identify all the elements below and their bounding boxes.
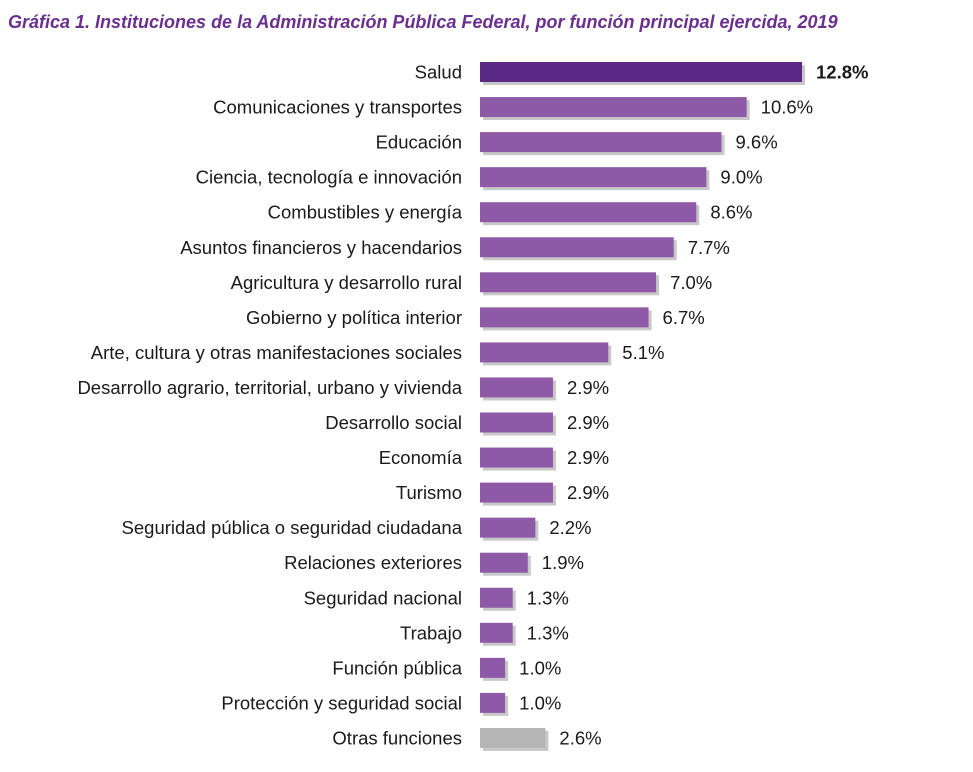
category-label: Comunicaciones y transportes (213, 97, 462, 118)
bar (480, 167, 706, 187)
bar (480, 342, 608, 362)
value-label: 12.8% (816, 62, 868, 83)
category-label: Economía (379, 447, 463, 468)
value-label: 1.0% (519, 692, 561, 713)
bar (480, 97, 747, 117)
value-label: 2.6% (559, 727, 601, 748)
bar (480, 448, 553, 468)
bar (480, 132, 722, 152)
bar (480, 483, 553, 503)
bar (480, 658, 505, 678)
category-label: Agricultura y desarrollo rural (231, 272, 462, 293)
bar (480, 623, 513, 643)
value-label: 1.3% (527, 622, 569, 643)
value-label: 2.9% (567, 447, 609, 468)
category-label: Desarrollo social (325, 412, 462, 433)
bar (480, 588, 513, 608)
category-label: Función pública (332, 657, 462, 678)
bar (480, 62, 802, 82)
category-label: Ciencia, tecnología e innovación (196, 167, 462, 188)
bar (480, 518, 535, 538)
category-label: Seguridad nacional (304, 587, 462, 608)
value-label: 1.0% (519, 657, 561, 678)
value-label: 6.7% (663, 307, 705, 328)
bar (480, 237, 674, 257)
value-label: 10.6% (761, 97, 813, 118)
category-label: Asuntos financieros y hacendarios (180, 237, 462, 258)
bar (480, 202, 696, 222)
value-label: 2.2% (549, 517, 591, 538)
category-label: Combustibles y energía (268, 202, 463, 223)
bar (480, 553, 528, 573)
value-label: 7.0% (670, 272, 712, 293)
category-label: Salud (415, 62, 462, 83)
value-label: 8.6% (710, 202, 752, 223)
value-label: 1.9% (542, 552, 584, 573)
category-label: Seguridad pública o seguridad ciudadana (122, 517, 463, 538)
value-label: 9.6% (736, 132, 778, 153)
category-label: Otras funciones (332, 727, 462, 748)
value-label: 2.9% (567, 412, 609, 433)
bar (480, 728, 545, 748)
value-label: 2.9% (567, 482, 609, 503)
category-label: Arte, cultura y otras manifestaciones so… (91, 342, 462, 363)
category-label: Gobierno y política interior (246, 307, 462, 328)
category-label: Relaciones exteriores (284, 552, 462, 573)
value-label: 2.9% (567, 377, 609, 398)
bar (480, 307, 649, 327)
category-label: Turismo (396, 482, 462, 503)
category-label: Educación (376, 132, 462, 153)
value-label: 1.3% (527, 587, 569, 608)
bar (480, 377, 553, 397)
category-label: Protección y seguridad social (221, 692, 462, 713)
bar (480, 413, 553, 433)
category-label: Desarrollo agrario, territorial, urbano … (77, 377, 462, 398)
value-label: 7.7% (688, 237, 730, 258)
category-label: Trabajo (400, 622, 462, 643)
bar (480, 693, 505, 713)
bar (480, 272, 656, 292)
value-label: 9.0% (720, 167, 762, 188)
value-label: 5.1% (622, 342, 664, 363)
